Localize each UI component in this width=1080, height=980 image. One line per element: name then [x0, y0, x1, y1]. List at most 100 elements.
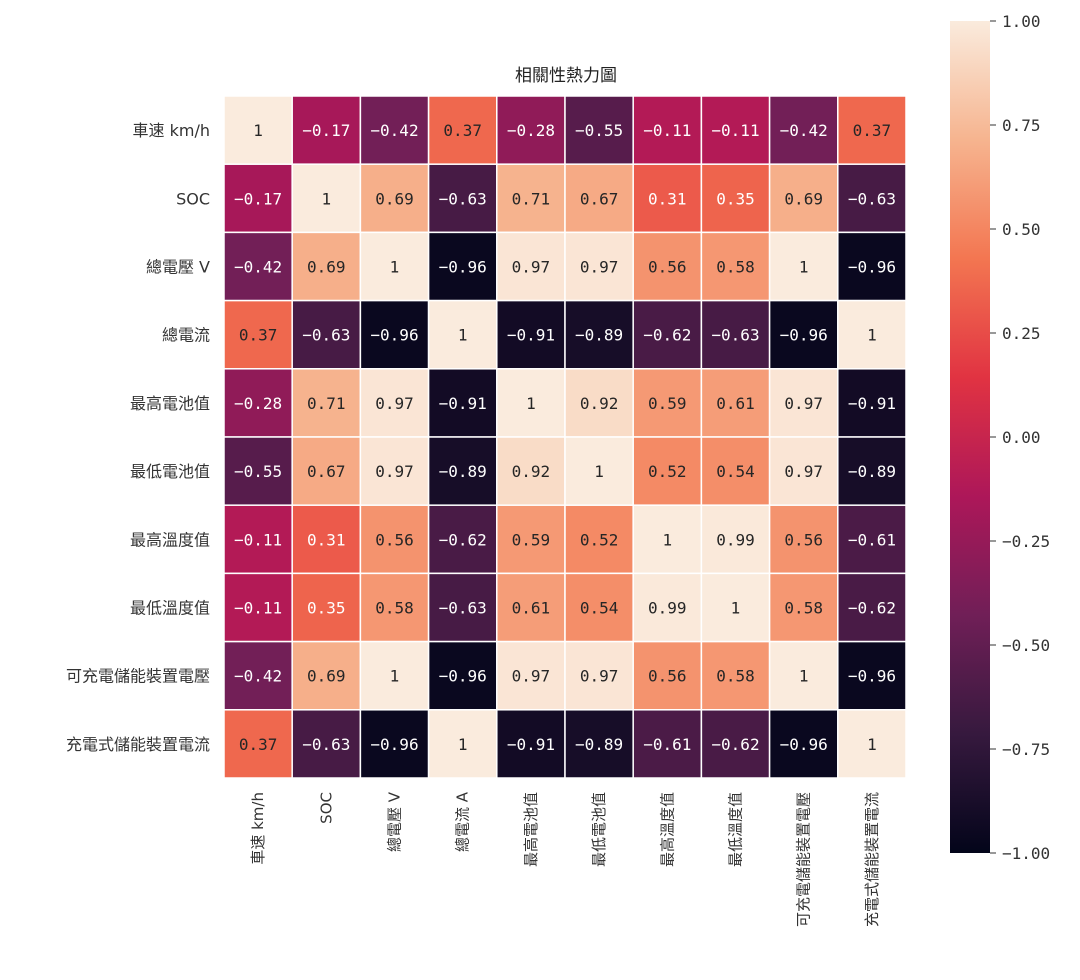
heatmap-cell: [223, 709, 293, 779]
row-label: 最低溫度值: [130, 599, 210, 618]
column-label: 最低電池值: [590, 792, 608, 867]
cell-value-label: −0.63: [302, 735, 350, 754]
cell-value-label: −0.61: [848, 530, 896, 549]
cell-value-label: −0.91: [507, 735, 555, 754]
heatmap-cell: [223, 231, 293, 302]
cell-value-label: −0.11: [234, 530, 282, 549]
row-labels: 車速 km/h SOC 總電壓 V 總電流最高電池值最低電池值最高溫度值最低溫度值可充…: [66, 121, 210, 754]
cell-value-label: 0.37: [239, 326, 278, 345]
cell-value-label: 0.92: [580, 394, 619, 413]
cell-value-label: −0.89: [575, 326, 623, 345]
heatmap-cell: [427, 163, 498, 234]
cell-value-label: 1: [867, 326, 877, 345]
heatmap-cell: [632, 231, 703, 302]
cell-value-label: 0.97: [784, 462, 823, 481]
heatmap-cell: [837, 231, 907, 302]
heatmap-cell: [837, 299, 907, 370]
cell-value-label: −0.42: [370, 121, 418, 140]
heatmap-cell: [496, 368, 566, 438]
row-label: SOC: [176, 189, 210, 208]
cell-value-label: 1: [321, 189, 331, 208]
cell-value-label: −0.11: [234, 599, 282, 618]
heatmap-cell: [359, 368, 430, 438]
heatmap-cell: [768, 299, 839, 370]
cell-value-label: 0.59: [512, 530, 551, 549]
heatmap-cell: [700, 504, 771, 575]
cell-value-label: 0.31: [648, 189, 687, 208]
cell-value-label: 0.92: [512, 462, 551, 481]
heatmap-cell: [427, 436, 498, 506]
cell-value-label: 0.58: [716, 667, 755, 686]
heatmap-cell: [700, 709, 771, 779]
cell-value-label: 1: [594, 462, 604, 481]
heatmap-cell: [496, 640, 566, 711]
colorbar-tick-label: 0.75: [1002, 116, 1041, 135]
row-label: 車速 km/h: [133, 121, 210, 140]
colorbar: 1.00 0.75 0.50 0.25 0.00 −0.25 −0.50 −0.75 −1.00: [950, 12, 1050, 863]
column-label: 最低溫度值: [727, 792, 745, 867]
row-label: 總電流: [162, 326, 210, 345]
heatmap-cell: [291, 231, 362, 302]
cell-value-label: −0.89: [439, 462, 487, 481]
heatmap-cell: [496, 709, 566, 779]
cell-value-label: −0.63: [439, 599, 487, 618]
cell-value-label: 0.35: [307, 599, 346, 618]
heatmap-cell: [768, 640, 839, 711]
cell-value-label: 0.71: [512, 189, 551, 208]
cell-value-label: −0.96: [848, 667, 896, 686]
heatmap-cell: [223, 436, 293, 506]
heatmap-cell: [223, 640, 293, 711]
cell-value-label: 0.97: [580, 667, 619, 686]
cell-value-label: 0.37: [443, 121, 482, 140]
heatmap-cell: [768, 436, 839, 506]
heatmap-cell: [223, 299, 293, 370]
heatmap-cell: [632, 368, 703, 438]
heatmap-cell: [837, 640, 907, 711]
column-label: 總電壓 V: [386, 791, 404, 852]
cell-value-label: −0.96: [439, 667, 487, 686]
cell-value-label: −0.96: [439, 258, 487, 277]
cell-value-label: 0.58: [784, 599, 823, 618]
heatmap-cell: [632, 640, 703, 711]
cell-value-label: −0.63: [302, 326, 350, 345]
cell-value-label: 1: [526, 394, 536, 413]
heatmap-cell: [632, 709, 703, 779]
cell-value-label: −0.55: [234, 462, 282, 481]
heatmap-cell: [700, 95, 771, 165]
cell-value-label: 0.54: [580, 599, 619, 618]
cell-value-label: 0.69: [784, 189, 823, 208]
cell-value-label: 0.54: [716, 462, 755, 481]
heatmap-cell: [632, 163, 703, 234]
cell-value-label: 0.52: [580, 530, 619, 549]
heatmap-cell: [837, 163, 907, 234]
chart-title: 相關性熱力圖: [515, 66, 617, 86]
cell-value-label: −0.42: [234, 258, 282, 277]
cell-value-label: 0.56: [784, 530, 823, 549]
column-label: 可充電儲能裝置電壓: [795, 792, 813, 927]
cell-value-label: 0.56: [648, 258, 687, 277]
cell-value-label: −0.55: [575, 121, 623, 140]
cell-value-label: 0.99: [648, 599, 687, 618]
heatmap-cell: [359, 572, 430, 643]
cell-value-label: 0.71: [307, 394, 346, 413]
row-label: 充電式儲能裝置電流: [66, 735, 210, 754]
cell-value-label: 0.31: [307, 530, 346, 549]
heatmap-cell: [359, 709, 430, 779]
cell-value-label: −0.17: [234, 189, 282, 208]
cell-value-label: 1: [390, 667, 400, 686]
column-label: 充電式儲能裝置電流: [863, 792, 881, 927]
colorbar-tick-label: 1.00: [1002, 12, 1041, 31]
row-label: 最低電池值: [130, 462, 210, 481]
cell-value-label: −0.96: [848, 258, 896, 277]
heatmap-cell: [291, 572, 362, 643]
cell-value-label: −0.96: [370, 735, 418, 754]
column-label: SOC: [317, 792, 335, 824]
heatmap-cell: [564, 368, 634, 438]
heatmap-cell: [564, 436, 634, 506]
column-label: 最高溫度值: [658, 792, 676, 867]
heatmap-cell: [768, 709, 839, 779]
cell-value-label: −0.89: [575, 735, 623, 754]
heatmap-cells: 1 −0.17 −0.42 0.37 −0.28 −0.55 −0.11 −0.11 −0.42…: [223, 95, 907, 779]
heatmap-cell: [837, 572, 907, 643]
